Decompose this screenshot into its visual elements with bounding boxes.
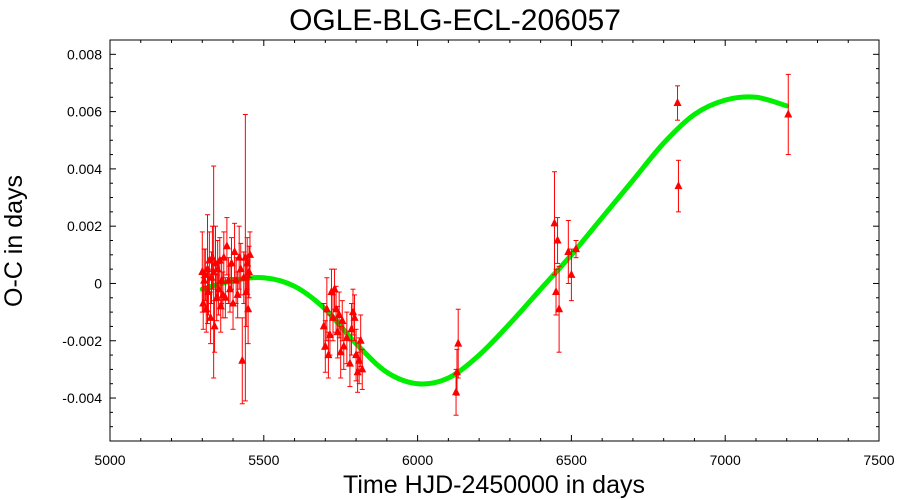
- data-point: [222, 241, 231, 250]
- data-point: [784, 109, 793, 118]
- data-point: [244, 304, 253, 313]
- x-tick-label: 6000: [402, 452, 433, 468]
- chart-title: OGLE-BLG-ECL-206057: [289, 4, 621, 37]
- data-point: [564, 246, 573, 255]
- data-point: [238, 355, 247, 364]
- data-point: [245, 267, 254, 276]
- data-point: [338, 315, 347, 324]
- x-tick-label: 6500: [556, 452, 587, 468]
- data-point: [350, 312, 359, 321]
- data-point: [550, 218, 559, 227]
- data-point: [245, 249, 254, 258]
- data-point: [321, 341, 330, 350]
- data-point: [452, 387, 461, 396]
- data-point: [454, 338, 463, 347]
- y-tick-label: 0.008: [67, 46, 102, 62]
- y-tick-label: 0: [94, 275, 102, 291]
- x-tick-label: 7000: [710, 452, 741, 468]
- data-point: [345, 358, 354, 367]
- data-point: [208, 252, 217, 261]
- x-axis: 5000 5500 6000 6500 7000 7500: [94, 40, 895, 468]
- data-point: [227, 258, 236, 267]
- data-point: [358, 364, 367, 373]
- fit-curve: [199, 94, 790, 387]
- data-point: [219, 252, 228, 261]
- data-point: [339, 341, 348, 350]
- data-point: [199, 298, 208, 307]
- data-point: [203, 264, 212, 273]
- data-point: [555, 304, 564, 313]
- x-tick-label: 5000: [94, 452, 125, 468]
- y-tick-label: 0.006: [67, 104, 102, 120]
- y-tick-label: -0.002: [62, 333, 102, 349]
- data-point: [225, 284, 234, 293]
- data-point: [553, 235, 562, 244]
- data-point: [206, 312, 215, 321]
- data-point: [322, 304, 331, 313]
- y-tick-label: 0.004: [67, 161, 102, 177]
- x-tick-label: 7500: [863, 452, 894, 468]
- data-points-group: [198, 73, 793, 416]
- data-point: [567, 269, 576, 278]
- x-tick-label: 5500: [248, 452, 279, 468]
- data-point: [356, 335, 365, 344]
- data-point: [210, 321, 219, 330]
- data-point: [236, 264, 245, 273]
- data-point: [229, 298, 238, 307]
- data-point: [674, 181, 683, 190]
- data-point: [335, 309, 344, 318]
- y-tick-label: -0.004: [62, 390, 102, 406]
- data-point: [329, 312, 338, 321]
- data-point: [325, 330, 334, 339]
- data-point: [200, 275, 209, 284]
- y-axis-label: O-C in days: [0, 175, 28, 307]
- data-point: [342, 332, 351, 341]
- data-point: [673, 98, 682, 107]
- y-axis: -0.004 -0.002 0 0.002 0.004 0.006 0.008: [62, 46, 879, 428]
- fit-curve-group: [199, 94, 790, 387]
- data-point: [216, 301, 225, 310]
- data-point: [572, 244, 581, 253]
- data-point: [230, 246, 239, 255]
- data-point: [233, 289, 242, 298]
- data-point: [349, 307, 358, 316]
- data-point: [324, 350, 333, 359]
- data-point: [552, 287, 561, 296]
- y-tick-label: 0.002: [67, 218, 102, 234]
- data-point: [221, 292, 230, 301]
- data-point: [336, 347, 345, 356]
- x-axis-label: Time HJD-2450000 in days: [343, 471, 645, 499]
- data-point: [452, 367, 461, 376]
